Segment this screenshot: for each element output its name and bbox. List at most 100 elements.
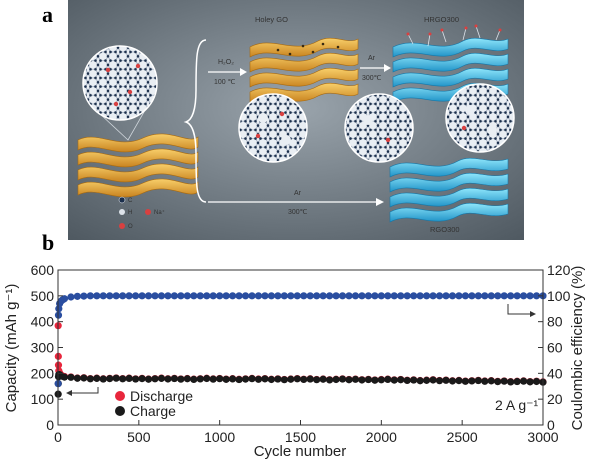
data-point xyxy=(293,375,301,383)
atom-legend: C H Na⁺ O xyxy=(118,196,165,230)
data-point xyxy=(209,292,217,300)
data-point xyxy=(326,376,334,384)
series-coulombic-efficiency xyxy=(54,292,547,388)
data-point xyxy=(183,292,191,300)
legend-discharge-marker xyxy=(115,391,125,401)
data-point xyxy=(384,292,392,300)
arrow-to-right-axis xyxy=(507,304,536,317)
data-point xyxy=(474,376,482,385)
data-point xyxy=(216,375,224,383)
data-point xyxy=(526,378,534,386)
series-charge xyxy=(54,371,547,398)
data-point xyxy=(345,376,353,384)
data-point xyxy=(397,376,405,384)
data-point xyxy=(494,292,502,300)
data-point xyxy=(338,375,347,383)
data-point xyxy=(280,376,288,384)
data-point xyxy=(416,377,424,385)
data-point xyxy=(241,375,250,383)
data-point xyxy=(306,292,314,300)
schematic-illustration: H₂O₂ 100 ℃ Holey GO Ar 300℃ HRGO300 xyxy=(68,0,524,240)
holey-go-sheet-stack xyxy=(249,37,359,103)
y-right-tick-label: 100 xyxy=(547,288,571,304)
label-holey-go: Holey GO xyxy=(255,15,288,24)
data-point xyxy=(190,375,198,383)
go-lattice-zoom xyxy=(82,45,158,121)
data-point xyxy=(222,292,230,300)
data-point xyxy=(319,375,327,383)
legend-sodium-dot xyxy=(145,209,151,215)
data-point xyxy=(241,292,250,300)
data-point xyxy=(60,373,69,381)
data-point xyxy=(500,377,508,385)
data-point xyxy=(177,375,185,383)
panel-label-b: b xyxy=(42,230,55,255)
data-point xyxy=(364,375,372,384)
data-point xyxy=(507,378,515,386)
legend-discharge-label: Discharge xyxy=(130,388,193,404)
y-right-tick-label: 120 xyxy=(547,262,571,278)
data-point xyxy=(384,375,392,384)
y-right-tick-label: 20 xyxy=(547,391,563,407)
data-point xyxy=(73,374,81,382)
data-point xyxy=(144,375,153,383)
data-point xyxy=(487,377,495,385)
data-point xyxy=(332,375,340,384)
label-hrgo300: HRGO300 xyxy=(424,15,459,24)
data-point xyxy=(106,292,114,300)
data-point xyxy=(429,292,437,300)
rgo-lattice-zoom xyxy=(344,93,414,163)
y-left-tick-label: 400 xyxy=(31,314,55,330)
data-point xyxy=(371,292,379,300)
y-axis-right-title: Coulombic efficiency (%) xyxy=(569,266,586,431)
current-density-annotation: 2 A g⁻¹ xyxy=(495,397,539,413)
data-point xyxy=(345,292,353,300)
data-point xyxy=(86,375,94,383)
data-point xyxy=(410,292,418,300)
data-point xyxy=(235,375,243,384)
data-point xyxy=(112,292,120,300)
data-point xyxy=(300,292,308,300)
y-left-tick-label: 500 xyxy=(31,288,55,304)
data-point xyxy=(80,374,88,382)
data-point xyxy=(80,292,88,300)
x-tick-label: 0 xyxy=(54,429,62,445)
data-point xyxy=(423,292,431,300)
data-point xyxy=(455,292,463,300)
data-point xyxy=(520,292,528,300)
data-point xyxy=(351,292,360,300)
data-point xyxy=(468,377,476,385)
data-point xyxy=(73,292,81,300)
data-point xyxy=(287,292,295,300)
data-point xyxy=(306,375,314,383)
data-point xyxy=(358,292,366,300)
label-rgo300: RGO300 xyxy=(430,225,460,234)
arrow-ar-top xyxy=(384,64,391,72)
data-point xyxy=(377,292,385,300)
data-point xyxy=(435,377,444,385)
y-right-tick-label: 0 xyxy=(547,417,555,433)
x-axis-title: Cycle number xyxy=(254,443,347,460)
data-point xyxy=(99,375,107,383)
data-point xyxy=(332,292,340,300)
label-temp-300-top: 300℃ xyxy=(362,75,382,82)
legend-oxygen-label: O xyxy=(128,224,133,230)
data-point xyxy=(203,374,211,383)
data-point xyxy=(254,292,263,300)
hrgo300-sheet-stack xyxy=(392,24,509,103)
data-point xyxy=(274,292,282,300)
y-left-tick-label: 300 xyxy=(31,340,55,356)
data-point xyxy=(423,376,431,384)
data-point xyxy=(196,292,204,300)
data-point xyxy=(455,377,463,385)
data-point xyxy=(338,292,347,300)
y-right-tick-label: 80 xyxy=(547,314,563,330)
data-point xyxy=(313,292,321,300)
data-point xyxy=(520,377,528,385)
data-point xyxy=(474,292,482,300)
go-sheet-stack xyxy=(77,133,199,198)
data-point xyxy=(119,375,127,383)
data-point xyxy=(164,375,172,383)
panel-label-a: a xyxy=(42,2,53,27)
data-point xyxy=(532,377,541,386)
